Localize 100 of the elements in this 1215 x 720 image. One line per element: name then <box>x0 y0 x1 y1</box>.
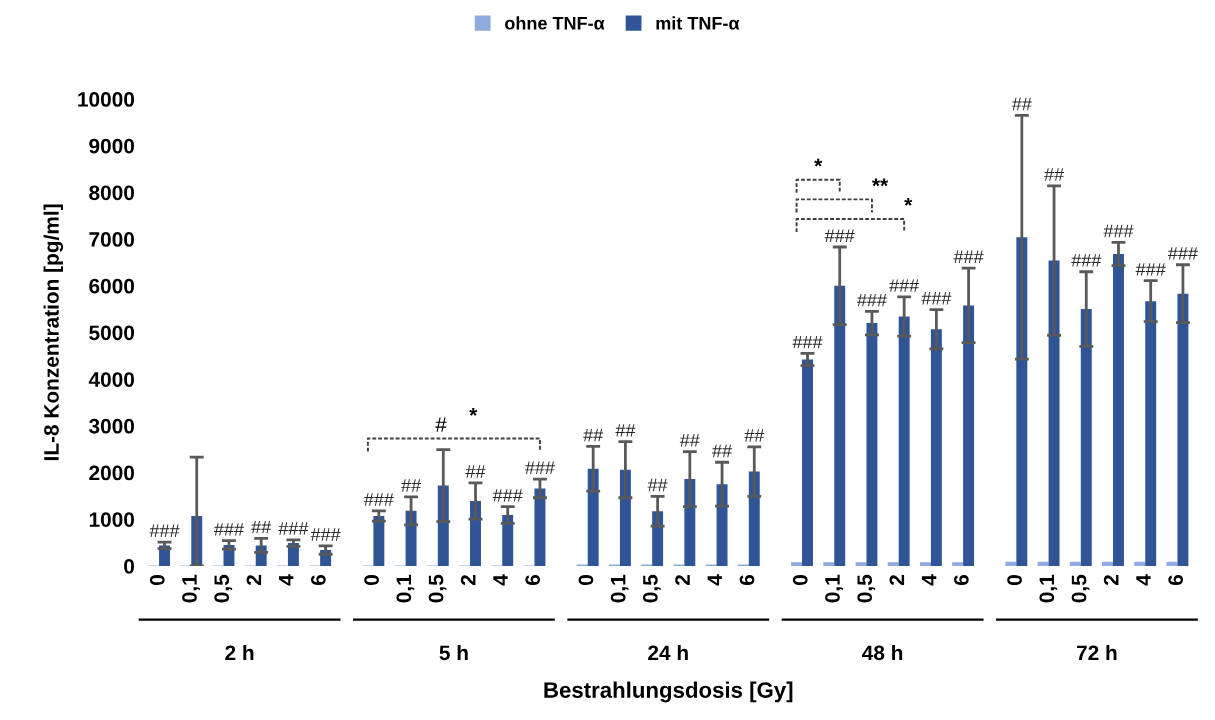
y-axis-title: IL-8 Konzentration [pg/ml] <box>43 204 64 461</box>
y-tick-label: 0 <box>124 558 135 574</box>
x-tick-label: 0,5 <box>428 574 447 603</box>
bar <box>887 562 899 566</box>
x-tick-label: 0,1 <box>182 574 200 603</box>
bar <box>823 562 835 566</box>
x-tick-label: 6 <box>1168 575 1184 586</box>
annotation: ## <box>401 479 422 492</box>
x-tick-label: 6 <box>525 575 541 586</box>
annotation: ### <box>1167 247 1198 260</box>
x-tick-label: 4 <box>1136 574 1151 586</box>
legend-label: ohne TNF-α <box>505 16 605 30</box>
y-tick-label: 2000 <box>89 465 135 481</box>
x-tick-label: 0,5 <box>857 574 876 603</box>
x-tick-label: 4 <box>493 574 508 586</box>
bar <box>373 515 385 566</box>
bar <box>855 562 867 566</box>
x-tick-label: 6 <box>953 575 969 586</box>
bar <box>866 323 878 566</box>
bar <box>405 510 417 566</box>
bar <box>930 329 942 566</box>
x-tick-label: 4 <box>278 574 294 586</box>
y-tick-label: 1000 <box>89 512 135 527</box>
legend-label: mit TNF-α <box>656 16 740 30</box>
x-tick-label: 0 <box>149 575 165 586</box>
x-tick-label: 0,1 <box>610 574 629 603</box>
annotation: ** <box>872 178 889 187</box>
x-tick-label: 2 <box>889 575 905 586</box>
x-tick-label: 0,5 <box>1071 574 1090 603</box>
y-tick-label: 8000 <box>89 185 135 201</box>
x-axis-title: 2 h <box>225 644 254 660</box>
annotation: ### <box>278 522 309 535</box>
x-tick-label: 0 <box>1007 575 1022 586</box>
x-tick-label: 2 <box>1103 575 1119 586</box>
annotation: ### <box>310 528 341 541</box>
x-tick-label: 0,1 <box>1039 574 1058 603</box>
annotation: * <box>469 408 478 416</box>
annotation: ### <box>921 292 952 305</box>
bar <box>1005 561 1017 566</box>
annotation: ### <box>1071 254 1102 267</box>
annotation: # <box>435 417 447 432</box>
bar <box>1166 561 1178 566</box>
y-tick-label: 10000 <box>78 92 135 107</box>
bar <box>716 484 728 566</box>
annotation: ## <box>251 520 272 534</box>
bar <box>748 471 760 566</box>
bar <box>1048 260 1060 566</box>
annotation: ## <box>744 429 765 442</box>
annotation: ## <box>679 434 700 447</box>
x-axis-title: 5 h <box>439 644 468 661</box>
y-tick-label: 7000 <box>89 232 135 247</box>
annotation: ### <box>213 523 244 536</box>
annotation: ## <box>712 444 733 458</box>
x-axis-title: 72 h <box>1076 644 1117 660</box>
annotation: ### <box>492 489 523 502</box>
bar <box>834 285 846 566</box>
x-tick-label: 0,1 <box>396 574 415 603</box>
bar <box>952 562 964 566</box>
annotation: ### <box>363 493 394 506</box>
annotation: ## <box>1044 168 1065 181</box>
annotation: * <box>814 158 823 167</box>
annotation: ### <box>889 279 920 292</box>
text: Bestrahlungsdosis [Gy] <box>544 681 793 703</box>
annotation: ### <box>524 461 555 474</box>
annotation: ### <box>953 250 984 263</box>
annotation: ## <box>465 465 486 478</box>
bar <box>1080 309 1092 566</box>
y-tick-label: 9000 <box>89 138 135 154</box>
bar <box>1145 301 1157 566</box>
bar <box>1102 561 1114 566</box>
bar <box>1134 561 1146 566</box>
bar <box>791 562 803 566</box>
annotation: ### <box>1103 224 1134 238</box>
annotation: ## <box>1011 97 1032 111</box>
x-axis-title: 48 h <box>862 644 903 661</box>
bar <box>919 562 931 566</box>
annotation: ### <box>856 293 887 307</box>
x-axis-title: 24 h <box>648 644 688 660</box>
bar <box>1037 561 1049 566</box>
x-tick-label: 0 <box>364 575 379 586</box>
bar <box>1069 561 1081 566</box>
x-tick-label: 0,1 <box>825 574 843 603</box>
bar <box>587 468 599 566</box>
x-tick-label: 2 <box>246 575 262 586</box>
annotation: ## <box>647 478 668 492</box>
annotation: ## <box>583 428 604 442</box>
bar <box>534 488 546 566</box>
bar <box>619 469 631 566</box>
y-tick-label: 4000 <box>88 372 135 387</box>
annotation: ### <box>149 524 180 537</box>
x-tick-label: 0,5 <box>642 574 661 603</box>
y-tick-label: 5000 <box>89 325 135 341</box>
y-tick-label: 3000 <box>89 418 135 434</box>
x-tick-label: 4 <box>707 574 722 586</box>
bar <box>802 359 813 566</box>
annotation: ## <box>615 424 636 437</box>
annotation: ### <box>792 335 823 349</box>
x-tick-label: 6 <box>310 575 326 586</box>
x-tick-label: 6 <box>739 575 755 586</box>
x-tick-label: 0 <box>792 575 808 586</box>
